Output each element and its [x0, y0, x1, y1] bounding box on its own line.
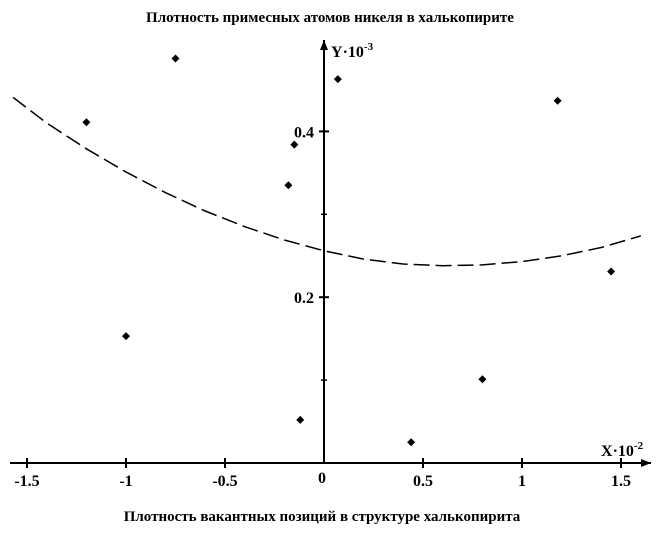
y-axis-exponent: -3	[364, 41, 374, 53]
x-axis-letter: X	[601, 443, 613, 460]
y-axis-arrow	[320, 40, 328, 50]
y-axis-name: Y·10-3	[331, 41, 374, 61]
x-axis-exponent: -2	[634, 440, 644, 452]
y-tick-label: 0.4	[294, 124, 314, 141]
x-tick-label: 1	[518, 473, 526, 490]
y-axis-multiplier: ·10	[343, 44, 364, 61]
data-point	[122, 332, 130, 341]
x-tick-label: -1.5	[14, 473, 39, 490]
y-axis-letter: Y	[331, 44, 343, 61]
origin-label: 0	[318, 470, 326, 487]
x-axis-arrow	[641, 459, 651, 467]
data-point	[290, 140, 299, 149]
fit-curve	[12, 96, 642, 267]
x-axis-label: Плотность вакантных позиций в структуре …	[124, 509, 521, 525]
data-point	[284, 181, 293, 190]
x-tick-label: 0.5	[413, 473, 433, 490]
y-tick-label: 0.2	[294, 290, 314, 307]
data-point	[82, 118, 91, 127]
data-point	[607, 267, 616, 276]
data-point	[478, 375, 487, 384]
data-point	[407, 438, 416, 447]
x-tick-label: -0.5	[212, 473, 237, 490]
data-point	[333, 75, 342, 84]
data-point	[296, 415, 305, 424]
x-axis-multiplier: ·10	[613, 443, 634, 460]
x-tick-label: 1.5	[611, 473, 631, 490]
x-axis-name: X·10-2	[601, 440, 644, 460]
data-point	[553, 96, 562, 105]
x-tick-label: -1	[119, 473, 132, 490]
data-point	[171, 54, 180, 63]
chart-title: Плотность примесных атомов никеля в халь…	[146, 10, 514, 26]
